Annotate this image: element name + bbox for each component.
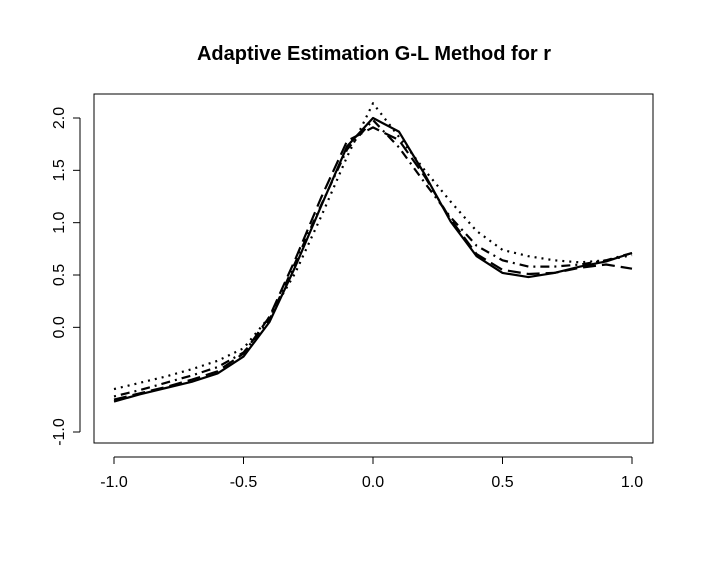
y-axis: -1.0 0.0 0.5 1.0 1.5 2.0: [51, 107, 81, 446]
x-tick-label: 0.5: [491, 474, 513, 491]
y-tick-label: 1.5: [51, 159, 68, 181]
y-tick-label: 0.0: [51, 316, 68, 338]
x-tick-label: -1.0: [100, 474, 128, 491]
series-line-dot-dash: [113, 118, 633, 398]
chart-title: Adaptive Estimation G-L Method for r: [197, 43, 551, 65]
y-tick-label: 2.0: [51, 107, 68, 129]
x-axis: -1.0 -0.5 0.0 0.5 1.0: [100, 456, 643, 491]
x-tick-label: 0.0: [362, 474, 384, 491]
series-line-dashed: [113, 126, 633, 401]
x-tick-label: 1.0: [621, 474, 643, 491]
series-line-dotted: [113, 102, 633, 391]
y-tick-label: 1.0: [51, 211, 68, 233]
y-tick-label: 0.5: [51, 264, 68, 286]
plot-frame: [93, 93, 654, 444]
series-line-solid: [113, 116, 633, 403]
series-group: [113, 102, 633, 403]
y-tick-label: -1.0: [51, 418, 68, 446]
x-tick-label: -0.5: [230, 474, 258, 491]
